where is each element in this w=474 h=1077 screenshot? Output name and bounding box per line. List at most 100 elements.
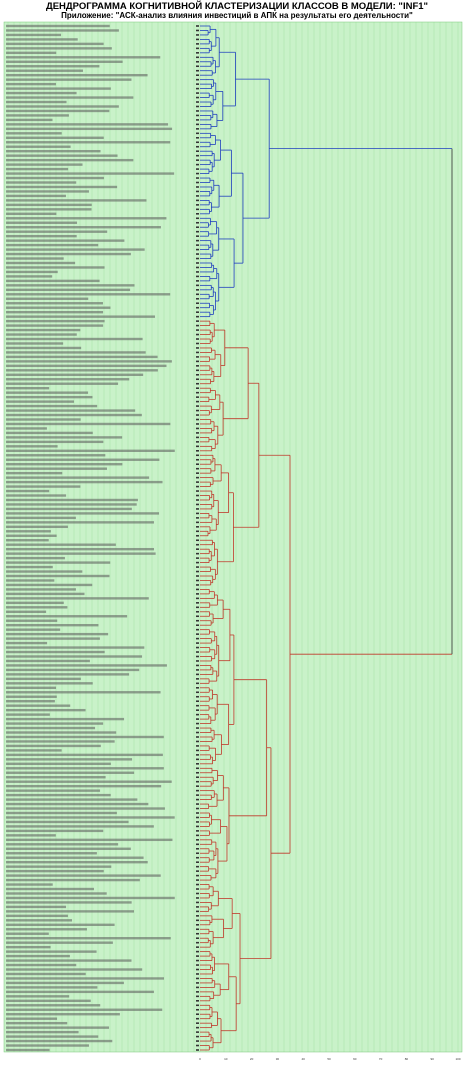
leaf-number [196, 669, 199, 671]
leaf-label [6, 440, 104, 444]
leaf-label [6, 69, 83, 72]
leaf-number [196, 704, 199, 707]
leaf-label [6, 825, 154, 828]
leaf-number [196, 499, 199, 501]
leaf-label [6, 47, 112, 50]
leaf-number [196, 289, 199, 291]
leaf-number [196, 96, 199, 99]
x-tick-label: 60 [353, 1057, 357, 1061]
leaf-number [196, 65, 199, 68]
leaf-label [6, 275, 53, 278]
leaf-label [6, 418, 81, 421]
leaf-number [196, 280, 199, 282]
leaf-label [6, 686, 57, 689]
leaf-label [6, 1039, 113, 1043]
leaf-label [6, 203, 92, 207]
leaf-number [196, 968, 199, 971]
leaf-label [6, 324, 104, 327]
leaf-number [196, 602, 199, 604]
leaf-label [6, 1004, 101, 1007]
leaf-label [6, 123, 169, 126]
leaf-number [196, 467, 199, 470]
leaf-number [196, 105, 199, 108]
leaf-number [196, 552, 199, 555]
leaf-label [6, 530, 51, 533]
leaf-labels [6, 24, 199, 1052]
leaf-label [6, 369, 158, 372]
leaf-number [196, 740, 199, 743]
leaf-label [6, 51, 57, 55]
leaf-number [196, 798, 199, 801]
leaf-label [6, 387, 50, 390]
leaf-number [196, 923, 199, 926]
leaf-number [196, 830, 199, 832]
leaf-label [6, 190, 89, 193]
leaf-number [196, 691, 199, 694]
leaf-label [6, 360, 172, 363]
leaf-label [6, 60, 123, 63]
leaf-label [6, 525, 68, 529]
leaf-number [196, 991, 199, 993]
leaf-number [196, 780, 199, 783]
leaf-label [6, 364, 167, 368]
leaf-label [6, 476, 150, 479]
leaf-label [6, 266, 105, 269]
leaf-label [6, 807, 165, 810]
leaf-number [196, 508, 199, 510]
x-tick-label: 0 [199, 1057, 201, 1061]
leaf-label [6, 905, 67, 909]
leaf-number [196, 244, 199, 246]
leaf-number [196, 897, 199, 899]
leaf-number [196, 901, 199, 904]
leaf-number [196, 561, 199, 564]
leaf-label [6, 556, 65, 560]
leaf-label [6, 878, 140, 882]
leaf-number [196, 932, 199, 935]
leaf-number [196, 29, 199, 32]
leaf-number [196, 906, 199, 908]
leaf-label [6, 695, 57, 698]
leaf-label [6, 919, 73, 922]
x-tick-label: 80 [405, 1057, 409, 1061]
leaf-label [6, 780, 172, 783]
x-tick-label: 90 [431, 1057, 435, 1061]
leaf-number [196, 503, 199, 506]
leaf-number [196, 982, 199, 984]
leaf-label [6, 641, 48, 645]
leaf-number [196, 297, 199, 300]
leaf-label [6, 856, 144, 859]
leaf-number [196, 432, 199, 434]
leaf-number [196, 208, 199, 211]
leaf-label [6, 869, 104, 873]
leaf-number [196, 803, 199, 805]
leaf-label [6, 986, 98, 989]
leaf-label [6, 208, 92, 211]
leaf-number [196, 494, 199, 497]
leaf-number [196, 119, 199, 121]
leaf-number [196, 396, 199, 398]
leaf-number [196, 1031, 199, 1033]
leaf-number [196, 302, 199, 305]
leaf-label [6, 163, 83, 166]
leaf-label [6, 713, 50, 716]
leaf-label [6, 552, 156, 555]
leaf-label [6, 485, 81, 488]
leaf-label [6, 574, 110, 578]
leaf-number [196, 955, 199, 957]
leaf-label [6, 874, 161, 877]
leaf-number [196, 56, 199, 59]
leaf-number [196, 785, 199, 787]
leaf-label [6, 650, 105, 654]
leaf-number [196, 597, 199, 600]
leaf-number [196, 1013, 199, 1016]
leaf-label [6, 659, 90, 663]
leaf-label [6, 78, 132, 81]
leaf-number [196, 521, 199, 524]
leaf-label [6, 310, 104, 314]
leaf-number [196, 534, 199, 537]
leaf-label [6, 579, 55, 582]
leaf-label [6, 1026, 110, 1029]
leaf-label [6, 932, 49, 935]
leaf-label [6, 963, 77, 967]
